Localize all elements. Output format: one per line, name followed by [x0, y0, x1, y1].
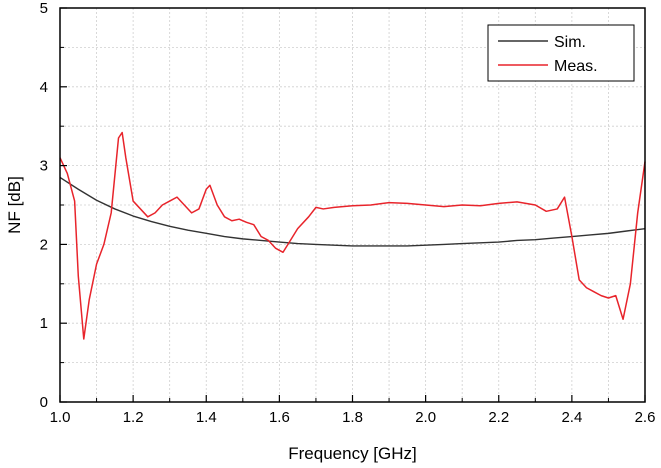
legend-label-sim: Sim.	[554, 34, 586, 51]
y-axis-title: NF [dB]	[5, 176, 24, 234]
legend-box	[487, 24, 635, 82]
x-tick-label: 1.8	[342, 409, 363, 426]
legend: Sim. Meas.	[487, 24, 635, 82]
x-tick-label: 2.6	[635, 409, 656, 426]
y-tick-label: 5	[40, 0, 48, 17]
legend-label-meas: Meas.	[554, 58, 598, 75]
y-tick-label: 4	[40, 79, 48, 96]
axis-ticks	[59, 7, 646, 403]
y-tick-label: 0	[40, 394, 48, 411]
y-tick-label: 3	[40, 158, 48, 175]
series-line-sim	[59, 176, 646, 247]
x-tick-label: 1.6	[269, 409, 290, 426]
y-tick-label: 1	[40, 315, 48, 332]
data-series	[59, 131, 646, 340]
tick-labels: 1.0 1.2 1.4 1.6 1.8 2.0 2.2 2.4 2.6 0 1 2 3 4 5	[40, 0, 656, 426]
x-tick-label: 1.2	[123, 409, 144, 426]
x-tick-label: 1.4	[196, 409, 217, 426]
series-line-meas	[59, 131, 646, 340]
x-tick-label: 2.4	[561, 409, 582, 426]
x-axis-title: Frequency [GHz]	[288, 444, 417, 463]
x-tick-label: 2.2	[488, 409, 509, 426]
x-tick-label: 2.0	[415, 409, 436, 426]
x-tick-label: 1.0	[50, 409, 71, 426]
y-tick-label: 2	[40, 236, 48, 253]
